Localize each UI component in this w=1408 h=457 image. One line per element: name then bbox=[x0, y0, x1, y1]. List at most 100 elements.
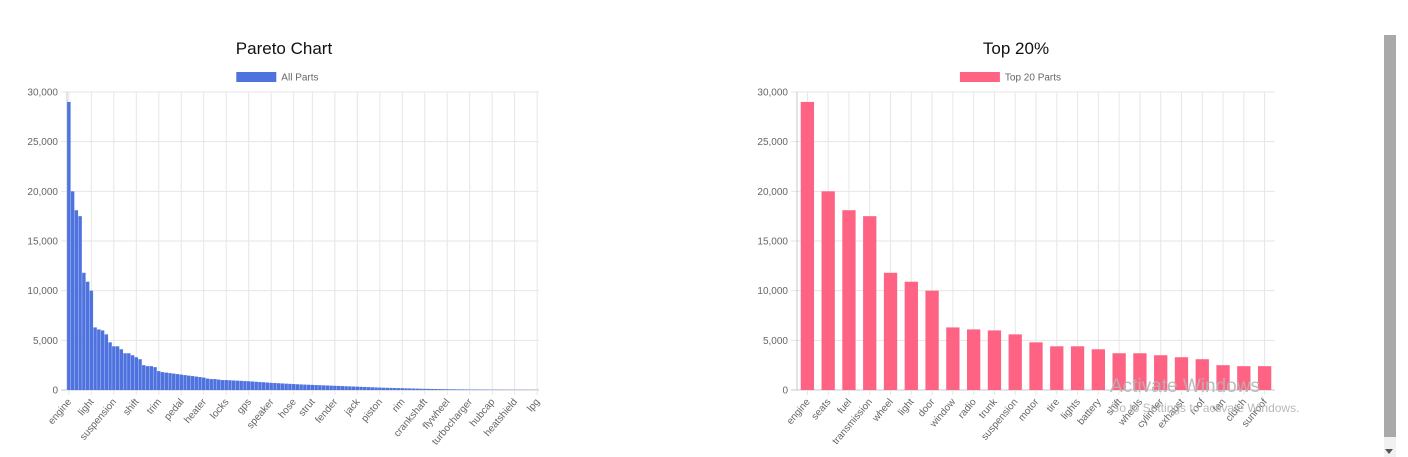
bar[interactable] bbox=[456, 389, 461, 390]
bar[interactable] bbox=[108, 342, 112, 390]
bar[interactable] bbox=[842, 210, 856, 390]
bar[interactable] bbox=[269, 382, 273, 390]
bar[interactable] bbox=[310, 384, 315, 390]
bar[interactable] bbox=[800, 101, 815, 390]
bar[interactable] bbox=[445, 389, 449, 390]
bar[interactable] bbox=[419, 388, 423, 390]
bar[interactable] bbox=[1195, 359, 1209, 390]
bar[interactable] bbox=[112, 346, 116, 390]
bar[interactable] bbox=[220, 380, 225, 390]
bar[interactable] bbox=[1029, 342, 1043, 390]
bar[interactable] bbox=[1091, 349, 1105, 390]
bar[interactable] bbox=[153, 367, 157, 390]
bar[interactable] bbox=[1216, 365, 1230, 390]
bar[interactable] bbox=[385, 387, 390, 390]
bar[interactable] bbox=[157, 371, 161, 390]
bar[interactable] bbox=[228, 380, 232, 390]
bar[interactable] bbox=[464, 389, 468, 390]
bar[interactable] bbox=[295, 384, 300, 390]
bar[interactable] bbox=[344, 386, 348, 390]
bar[interactable] bbox=[213, 379, 217, 390]
bar[interactable] bbox=[202, 377, 206, 390]
bar[interactable] bbox=[415, 388, 419, 390]
bar[interactable] bbox=[190, 376, 195, 390]
bar[interactable] bbox=[258, 382, 262, 390]
bar[interactable] bbox=[1174, 357, 1189, 390]
bar[interactable] bbox=[946, 327, 960, 390]
bar[interactable] bbox=[239, 380, 243, 390]
bar[interactable] bbox=[1050, 346, 1064, 390]
bar[interactable] bbox=[370, 387, 375, 390]
bar[interactable] bbox=[325, 385, 330, 390]
bar[interactable] bbox=[423, 388, 427, 390]
bar[interactable] bbox=[231, 380, 236, 390]
bar[interactable] bbox=[904, 281, 918, 390]
bar[interactable] bbox=[265, 382, 270, 390]
bar[interactable] bbox=[449, 389, 453, 390]
bar[interactable] bbox=[115, 346, 120, 390]
bar[interactable] bbox=[303, 384, 307, 390]
bar[interactable] bbox=[318, 385, 322, 390]
bar[interactable] bbox=[333, 385, 337, 390]
bar[interactable] bbox=[67, 101, 71, 390]
bar[interactable] bbox=[235, 380, 240, 390]
bar[interactable] bbox=[70, 191, 75, 390]
bar[interactable] bbox=[863, 216, 877, 390]
bar[interactable] bbox=[216, 379, 221, 390]
bar[interactable] bbox=[138, 359, 142, 390]
bar[interactable] bbox=[97, 329, 101, 390]
bar[interactable] bbox=[1257, 366, 1272, 390]
bar[interactable] bbox=[925, 290, 939, 390]
bar[interactable] bbox=[224, 380, 228, 390]
bar[interactable] bbox=[194, 376, 198, 390]
bar[interactable] bbox=[314, 385, 318, 390]
bar[interactable] bbox=[261, 382, 266, 390]
bar[interactable] bbox=[363, 386, 367, 390]
bar[interactable] bbox=[246, 381, 251, 390]
bar[interactable] bbox=[209, 379, 213, 390]
bar[interactable] bbox=[411, 388, 416, 390]
bar[interactable] bbox=[452, 389, 457, 390]
bar[interactable] bbox=[130, 355, 135, 390]
bar[interactable] bbox=[396, 388, 401, 390]
bar[interactable] bbox=[408, 388, 412, 390]
bar[interactable] bbox=[987, 330, 1002, 390]
bar[interactable] bbox=[187, 375, 191, 390]
bar[interactable] bbox=[284, 383, 288, 390]
bar[interactable] bbox=[172, 373, 176, 390]
bar[interactable] bbox=[306, 384, 311, 390]
bar[interactable] bbox=[291, 384, 296, 390]
bar[interactable] bbox=[381, 387, 386, 390]
bar[interactable] bbox=[78, 216, 82, 390]
bar[interactable] bbox=[329, 385, 333, 390]
bar[interactable] bbox=[321, 385, 326, 390]
bar[interactable] bbox=[119, 349, 124, 390]
bar[interactable] bbox=[145, 366, 150, 390]
vertical-scrollbar[interactable] bbox=[1384, 35, 1396, 457]
scroll-down-arrow-icon[interactable] bbox=[1385, 449, 1393, 454]
bar[interactable] bbox=[280, 383, 285, 390]
bar[interactable] bbox=[821, 191, 835, 390]
bar[interactable] bbox=[273, 383, 277, 390]
bar[interactable] bbox=[1154, 355, 1168, 390]
bar[interactable] bbox=[1008, 334, 1022, 390]
bar[interactable] bbox=[250, 381, 255, 390]
bar[interactable] bbox=[1237, 366, 1251, 390]
bar[interactable] bbox=[168, 373, 172, 390]
bar[interactable] bbox=[205, 378, 210, 390]
bar[interactable] bbox=[355, 386, 360, 390]
bar[interactable] bbox=[359, 386, 363, 390]
bar[interactable] bbox=[340, 386, 345, 390]
bar[interactable] bbox=[1112, 353, 1126, 390]
bar[interactable] bbox=[404, 388, 408, 390]
bar[interactable] bbox=[123, 353, 127, 390]
bar[interactable] bbox=[378, 387, 382, 390]
bar[interactable] bbox=[85, 281, 90, 390]
bar[interactable] bbox=[348, 386, 352, 390]
bar[interactable] bbox=[460, 389, 464, 390]
bar[interactable] bbox=[441, 389, 446, 390]
bar[interactable] bbox=[400, 388, 404, 390]
bar[interactable] bbox=[142, 365, 146, 390]
bar[interactable] bbox=[276, 383, 281, 390]
bar[interactable] bbox=[198, 377, 202, 390]
